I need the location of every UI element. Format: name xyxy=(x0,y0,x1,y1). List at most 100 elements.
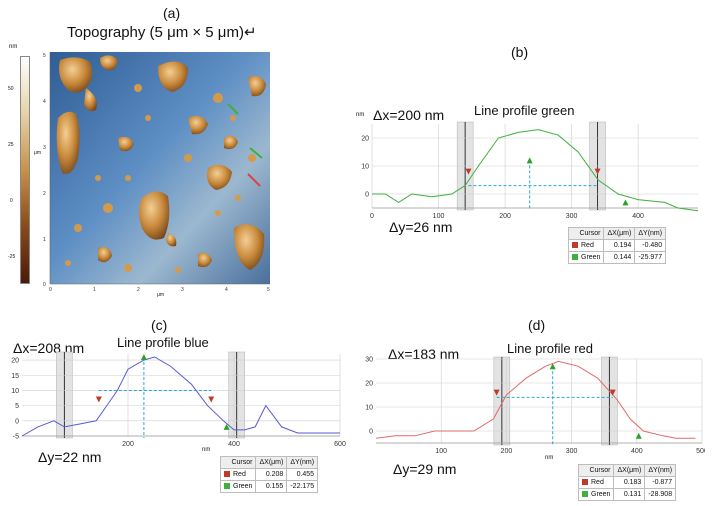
x-tick-label: 300 xyxy=(566,448,578,455)
cursor-table-heading: Cursor xyxy=(577,464,615,477)
panel-c-label: (c) xyxy=(151,317,168,333)
cursor-table-header: Cursor ΔX(μm) ΔY(nm) xyxy=(219,456,319,469)
cursor-color-swatch xyxy=(224,483,230,490)
cursor-dx-value: 0.194 xyxy=(603,239,636,252)
green-cursor-marker xyxy=(549,363,556,370)
cursor-name: Green xyxy=(219,480,257,493)
colorbar-unit: nm xyxy=(9,44,18,50)
topo-y-ticks: 0 1 2 3 4 5 xyxy=(43,53,46,288)
panel-d-title: Line profile red xyxy=(507,341,593,356)
cursor-name: Red xyxy=(219,468,257,481)
y-tick-label: 10 xyxy=(361,164,369,171)
cursor-dy-value: 0.455 xyxy=(286,468,319,481)
topo-y-tick: 4 xyxy=(43,99,46,105)
panel-a-title: Topography (5 μm × 5 μm)↵ xyxy=(67,24,257,41)
colorbar-gradient xyxy=(20,56,30,284)
x-tick-label: 0 xyxy=(370,213,374,220)
cursor-table-heading: Cursor xyxy=(219,456,257,469)
cursor-name: Green xyxy=(567,251,605,264)
x-tick-label: 100 xyxy=(433,213,445,220)
cursor-dx-value: 0.155 xyxy=(255,480,288,493)
x-tick-label: 300 xyxy=(566,213,578,220)
cursor-table-row: Red 0.183 -0.877 xyxy=(577,476,677,489)
red-cursor-marker xyxy=(208,396,215,403)
panel-c-cursor-table: Cursor ΔX(μm) ΔY(nm) Red 0.208 0.455 Green 0.15… xyxy=(219,456,319,493)
y-tick-label: 0 xyxy=(15,418,19,425)
topo-y-tick: 3 xyxy=(43,145,46,151)
topo-y-tick: 2 xyxy=(43,191,46,197)
topography-map: 0 1 2 3 4 5 0 1 2 3 4 5 xyxy=(43,52,270,292)
topo-x-tick: 3 xyxy=(181,287,184,292)
topo-y-tick: 0 xyxy=(43,282,46,288)
cursor-dy-value: -0.480 xyxy=(634,239,667,252)
profile-line xyxy=(372,129,699,212)
cursor-table-heading: ΔX(μm) xyxy=(613,464,646,477)
cursor-color-swatch xyxy=(582,479,588,486)
x-tick-label: 500 xyxy=(696,448,705,455)
y-tick-label: 10 xyxy=(11,388,19,395)
x-tick-label: 600 xyxy=(334,441,346,448)
cursor-dx-value: 0.144 xyxy=(603,251,636,264)
y-tick-label: 20 xyxy=(361,136,369,143)
topo-y-tick: 1 xyxy=(43,237,46,243)
profile-line xyxy=(375,360,696,439)
y-tick-label: 15 xyxy=(11,373,19,380)
cursor-name: Red xyxy=(577,476,615,489)
red-cursor-marker xyxy=(493,389,500,396)
topo-x-tick: 5 xyxy=(267,287,270,292)
green-cursor-marker xyxy=(526,157,533,164)
panel-d-cursor-table: Cursor ΔX(μm) ΔY(nm) Red 0.183 -0.877 Green 0.1… xyxy=(577,464,677,501)
topo-x-tick: 0 xyxy=(49,287,52,292)
cursor-table-heading: ΔY(nm) xyxy=(644,464,677,477)
cursor-table-heading: Cursor xyxy=(567,227,605,240)
panel-b-dx: Δx=200 nm xyxy=(373,107,445,123)
cursor-table-heading: ΔY(nm) xyxy=(286,456,319,469)
red-line-marker xyxy=(247,173,261,187)
panel-c-dy: Δy=22 nm xyxy=(38,449,102,465)
panel-b-cursor-table: Cursor ΔX(μm) ΔY(nm) Red 0.194 -0.480 Green 0.1… xyxy=(567,227,667,264)
topo-y-unit: μm xyxy=(34,150,42,156)
y-tick-label: 5 xyxy=(15,403,19,410)
colorbar-tick: 25 xyxy=(8,142,14,148)
green-cursor-marker xyxy=(635,432,642,439)
panel-b-dy: Δy=26 nm xyxy=(389,219,453,235)
cursor-table-header: Cursor ΔX(μm) ΔY(nm) xyxy=(567,227,667,240)
topo-x-tick: 2 xyxy=(137,287,140,292)
cursor-table-heading: ΔX(μm) xyxy=(603,227,636,240)
topo-x-unit: μm xyxy=(157,292,165,298)
cursor-table-header: Cursor ΔX(μm) ΔY(nm) xyxy=(577,464,677,477)
panel-d-dx: Δx=183 nm xyxy=(388,346,460,362)
cursor-color-swatch xyxy=(572,254,578,261)
y-tick-label: 0 xyxy=(369,429,373,436)
green-cursor-marker xyxy=(140,354,147,361)
cursor-dy-value: -0.877 xyxy=(644,476,677,489)
topography-small-grains xyxy=(65,84,256,273)
cursor-color-swatch xyxy=(572,242,578,249)
panel-d-dy: Δy=29 nm xyxy=(393,461,457,477)
x-tick-label: 400 xyxy=(632,213,644,220)
profile-line xyxy=(21,356,340,437)
red-cursor-marker xyxy=(609,389,616,396)
y-tick-label: 0 xyxy=(365,192,369,199)
panel-d-label: (d) xyxy=(528,317,546,333)
panel-c-x-unit: nm xyxy=(202,447,211,453)
colorbar-tick: 0 xyxy=(10,198,13,204)
cursor-table-row: Green 0.155 -22.175 xyxy=(219,480,319,493)
colorbar: nm 50 25 0 -25 xyxy=(8,44,42,289)
panel-a-label: (a) xyxy=(163,5,181,21)
green-cursor-marker xyxy=(223,423,230,430)
cursor-color-swatch xyxy=(582,491,588,498)
x-tick-label: 100 xyxy=(435,448,447,455)
green-line-marker xyxy=(227,103,239,115)
cursor-name: Green xyxy=(577,488,615,501)
topography-grains xyxy=(56,55,266,270)
cursor-dx-value: 0.183 xyxy=(613,476,646,489)
cursor-color-swatch xyxy=(224,471,230,478)
y-tick-label: 10 xyxy=(365,405,373,412)
x-tick-label: 400 xyxy=(631,448,643,455)
cursor-name: Red xyxy=(567,239,605,252)
cursor-table-row: Red 0.208 0.455 xyxy=(219,468,319,481)
panel-b-label: (b) xyxy=(511,44,529,60)
cursor-table-heading: ΔX(μm) xyxy=(255,456,288,469)
